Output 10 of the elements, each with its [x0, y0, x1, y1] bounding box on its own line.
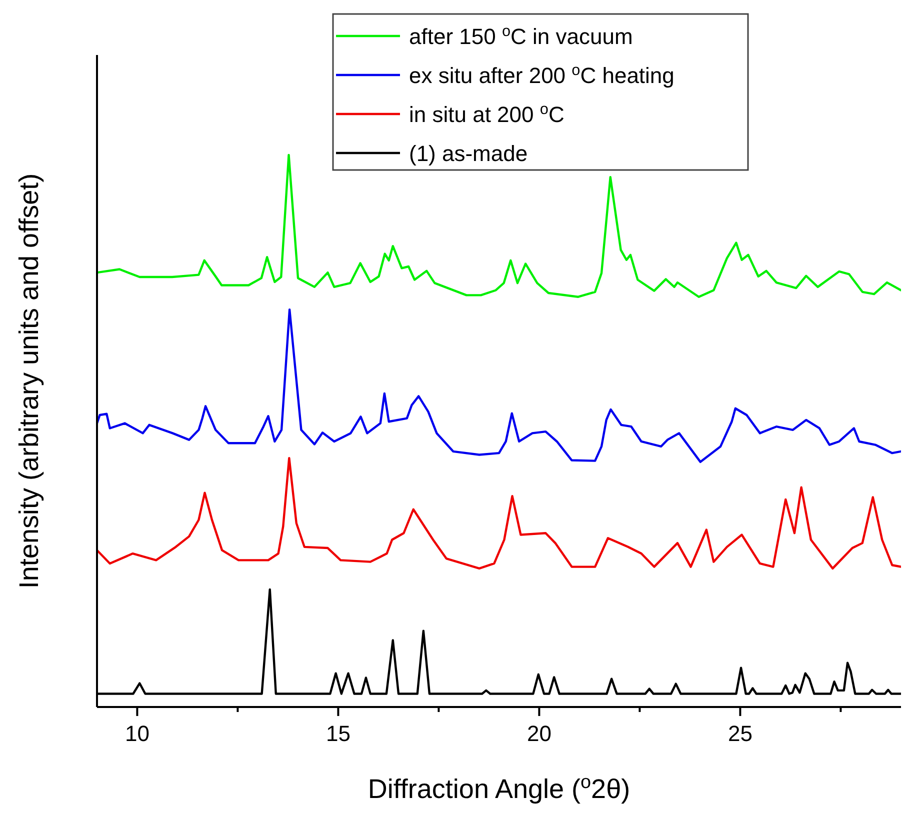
- legend-label: ex situ after 200 $^{o}$C heating: [409, 62, 674, 88]
- legend-label: in situ at 200 $^{o}$C: [409, 100, 564, 127]
- x-tick-label: 20: [526, 721, 552, 746]
- legend-label: (1) as-made: [409, 141, 528, 166]
- x-tick-label: 25: [728, 721, 752, 746]
- y-axis-title: Intensity (arbitrary units and offset): [14, 173, 44, 589]
- x-tick-label: 15: [326, 721, 350, 746]
- legend-label: after 150 $^{o}$C in vacuum: [409, 22, 633, 49]
- x-axis-title: Diffraction Angle ($^{o}$2θ): [368, 772, 630, 804]
- x-tick-label: 10: [124, 721, 150, 746]
